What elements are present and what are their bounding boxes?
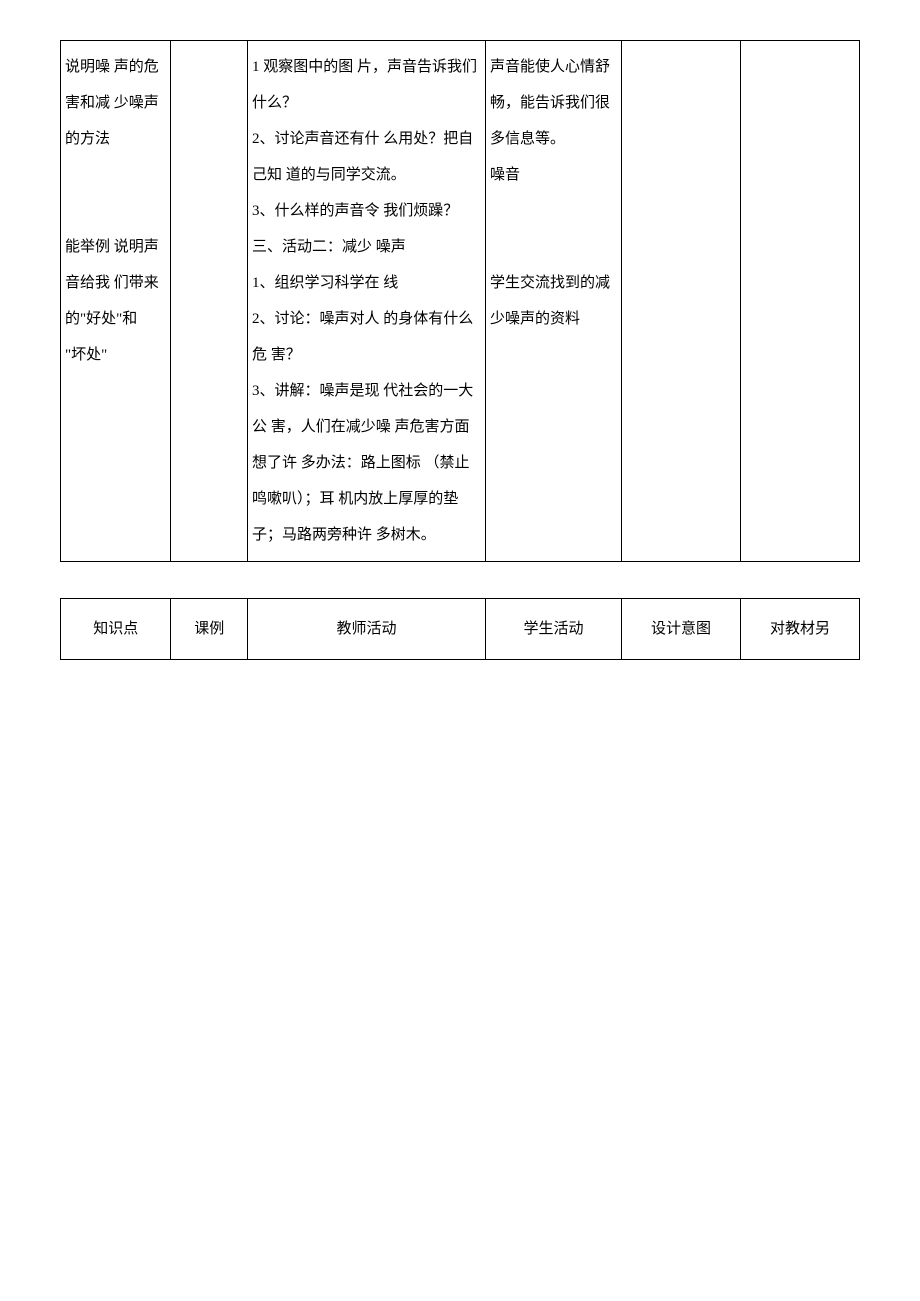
cell-textbook-note xyxy=(740,41,859,562)
cell-teacher-activity: 1 观察图中的图 片，声音告诉我们 什么？2、讨论声音还有什 么用处？把自己知 … xyxy=(247,41,485,562)
lesson-plan-table-1: 说明噪 声的危 害和减 少噪声 的方法 能举例 说明声 音给我 们带来 的"好处… xyxy=(60,40,860,562)
header-design-intent: 设计意图 xyxy=(621,599,740,660)
cell-design-intent xyxy=(621,41,740,562)
header-lesson-example: 课例 xyxy=(171,599,247,660)
table-row: 说明噪 声的危 害和减 少噪声 的方法 能举例 说明声 音给我 们带来 的"好处… xyxy=(61,41,860,562)
cell-lesson-example xyxy=(171,41,247,562)
header-student-activity: 学生活动 xyxy=(485,599,621,660)
header-textbook-note: 对教材另 xyxy=(740,599,859,660)
cell-student-activity: 声音能使人心情舒畅，能告诉我们很多信息等。噪音 学生交流找到的减少噪声的资料 xyxy=(485,41,621,562)
lesson-plan-table-2: 知识点 课例 教师活动 学生活动 设计意图 对教材另 xyxy=(60,598,860,660)
header-teacher-activity: 教师活动 xyxy=(247,599,485,660)
table-spacer xyxy=(60,562,860,598)
cell-knowledge-point: 说明噪 声的危 害和减 少噪声 的方法 能举例 说明声 音给我 们带来 的"好处… xyxy=(61,41,171,562)
header-knowledge-point: 知识点 xyxy=(61,599,171,660)
table-header-row: 知识点 课例 教师活动 学生活动 设计意图 对教材另 xyxy=(61,599,860,660)
